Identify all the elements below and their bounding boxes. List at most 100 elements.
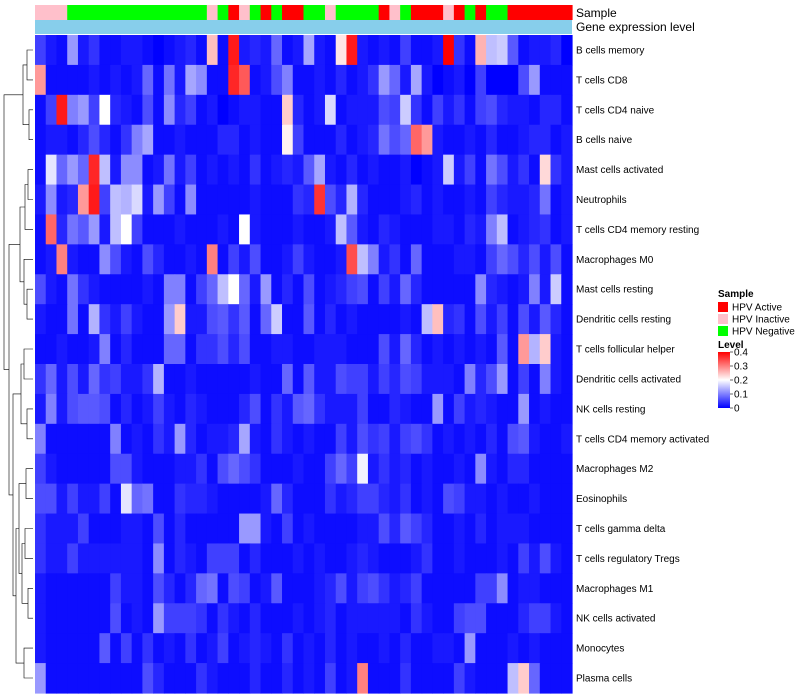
heatmap-cell (217, 124, 229, 156)
heatmap-cell (45, 304, 58, 335)
heatmap-cell (314, 274, 326, 305)
sample-annotation-cell (217, 5, 229, 20)
heatmap-cell (77, 543, 90, 574)
heatmap-cell (120, 633, 133, 664)
heatmap-cell (464, 154, 476, 186)
heatmap-cell (507, 573, 519, 604)
heatmap-cell (529, 94, 541, 126)
heatmap-cell (389, 423, 401, 455)
heatmap-cell (518, 184, 530, 216)
heatmap-cell (507, 483, 519, 515)
heatmap-cell (56, 513, 68, 545)
heatmap-cell (131, 543, 143, 574)
heatmap-cell (196, 94, 208, 126)
heatmap-cell (432, 244, 444, 275)
heatmap-cell (196, 364, 208, 395)
heatmap-cell (475, 124, 487, 156)
heatmap-cell (324, 154, 337, 186)
heatmap-cell (496, 364, 509, 395)
heatmap-cell (185, 453, 197, 485)
heatmap-cell (249, 663, 262, 694)
heatmap-cell (88, 184, 101, 216)
heatmap-cell (271, 124, 283, 156)
heatmap-cell (475, 244, 487, 275)
heatmap-cell (421, 244, 433, 275)
heatmap-cell (35, 663, 47, 694)
heatmap-cell (282, 364, 294, 395)
heatmap-cell (77, 633, 90, 664)
heatmap-cell (239, 244, 251, 275)
heatmap-cell (239, 513, 251, 545)
heatmap-cell (77, 124, 90, 156)
heatmap-cell (389, 35, 401, 66)
sample-annotation-cell (475, 5, 487, 20)
heatmap-cell (249, 154, 262, 186)
heatmap-cell (35, 334, 47, 365)
heatmap-cell (153, 94, 165, 126)
heatmap-cell (56, 35, 68, 66)
heatmap-cell (120, 663, 133, 694)
heatmap-cell (260, 513, 272, 545)
sample-annotation-cell (35, 5, 47, 20)
heatmap-cell (453, 35, 466, 66)
heatmap-cell (303, 663, 315, 694)
heatmap-cell (35, 573, 47, 604)
heatmap-cell (335, 154, 348, 186)
heatmap-cell (249, 393, 262, 425)
heatmap-cell (185, 64, 197, 96)
heatmap-cell (196, 663, 208, 694)
heatmap-cell (271, 633, 283, 664)
heatmap-cell (185, 423, 197, 455)
heatmap-cell (153, 154, 165, 186)
heatmap-cell (443, 124, 455, 156)
heatmap-cell (507, 184, 519, 216)
sample-annotation-cell (539, 5, 552, 20)
heatmap-cell (239, 184, 251, 216)
heatmap-cell (120, 214, 133, 245)
heatmap-cell (239, 663, 251, 694)
heatmap-cell (400, 453, 412, 485)
heatmap-cell (271, 573, 283, 604)
heatmap-cell (346, 244, 358, 275)
heatmap-cell (561, 94, 573, 126)
heatmap-cell (142, 483, 154, 515)
heatmap-cell (496, 334, 509, 365)
heatmap-cell (206, 663, 219, 694)
heatmap-cell (529, 483, 541, 515)
heatmap-cell (421, 214, 433, 245)
heatmap-cell (314, 423, 326, 455)
heatmap-cell (249, 64, 262, 96)
heatmap-cell (153, 453, 165, 485)
heatmap-cell (206, 94, 219, 126)
heatmap-cell (443, 35, 455, 66)
heatmap-cell (35, 513, 47, 545)
heatmap-cell (453, 543, 466, 574)
heatmap-cell (110, 513, 122, 545)
heatmap-cell (292, 423, 305, 455)
heatmap-cell (131, 214, 143, 245)
heatmap-cell (324, 663, 337, 694)
heatmap-cell (110, 334, 122, 365)
heatmap-cell (421, 573, 433, 604)
heatmap-cell (67, 154, 79, 186)
heatmap-cell (110, 663, 122, 694)
heatmap-cell (292, 274, 305, 305)
heatmap-cell (196, 124, 208, 156)
heatmap-cell (550, 304, 562, 335)
heatmap-cell (389, 274, 401, 305)
heatmap-cell (357, 393, 369, 425)
heatmap-cell (67, 393, 79, 425)
heatmap-cell (539, 603, 552, 634)
heatmap-cell (378, 214, 391, 245)
heatmap-cell (282, 64, 294, 96)
heatmap-cell (357, 513, 369, 545)
heatmap-cell (496, 64, 509, 96)
heatmap-cell (496, 35, 509, 66)
heatmap-cell (475, 35, 487, 66)
heatmap-cell (378, 573, 391, 604)
heatmap-cell (110, 64, 122, 96)
heatmap-cell (507, 513, 519, 545)
heatmap-cell (239, 603, 251, 634)
heatmap-cell (88, 633, 101, 664)
heatmap-cell (346, 274, 358, 305)
